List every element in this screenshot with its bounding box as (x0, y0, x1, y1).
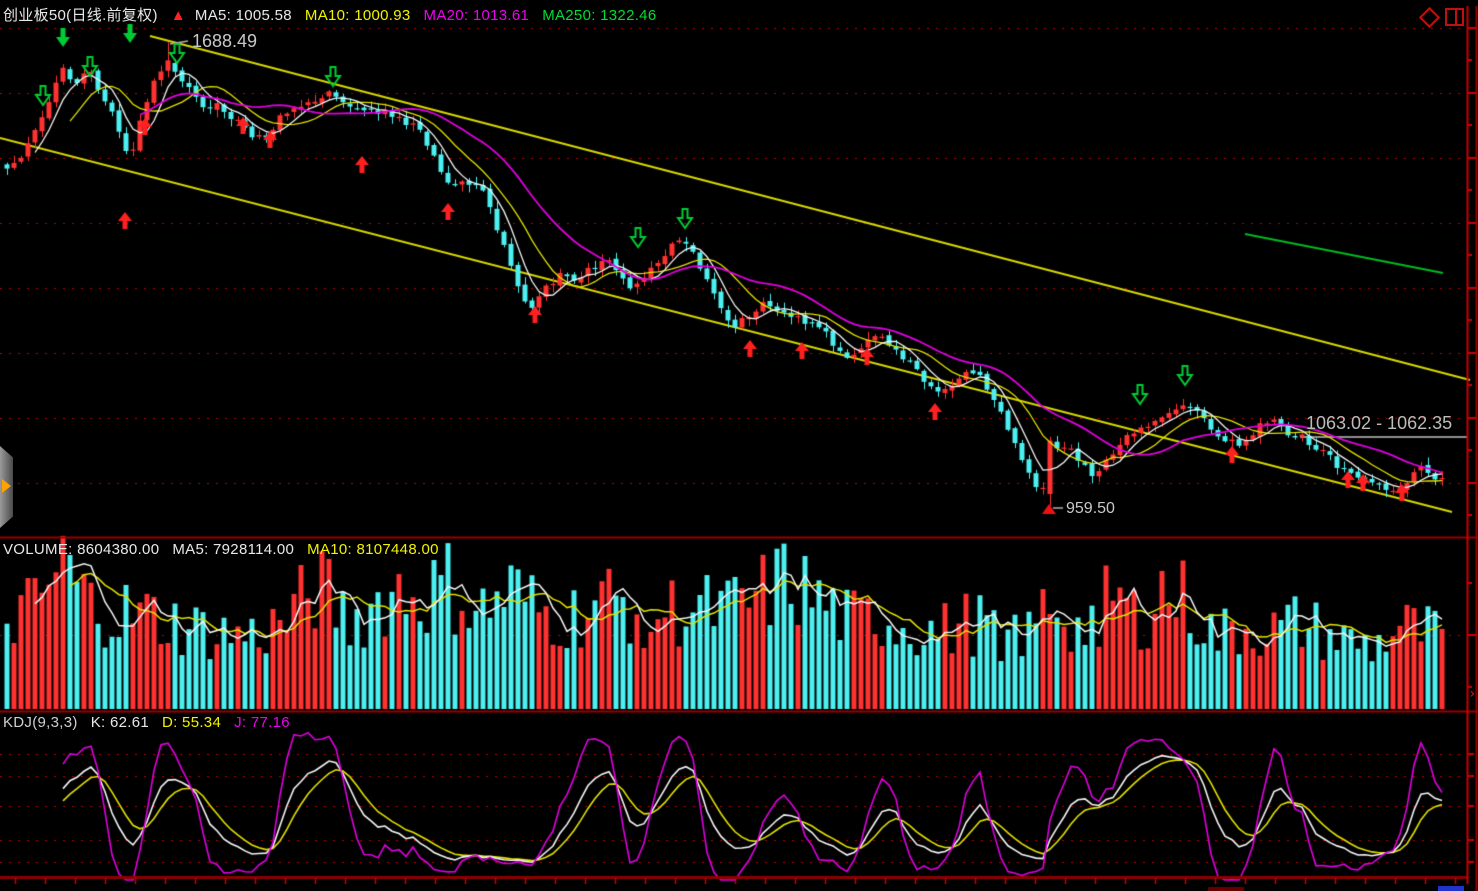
buy-signal-icon: ▲ (170, 7, 186, 24)
kdj-k-value: K: 62.61 (90, 714, 149, 731)
kdj-name: KDJ(9,3,3) (3, 714, 78, 731)
price-level-label: 1063.02 - 1062.35 (1306, 413, 1453, 433)
low-price-label: 959.50 (1066, 500, 1115, 517)
kdj-d-value: D: 55.34 (161, 714, 222, 731)
left-panel-expand-handle[interactable] (0, 446, 13, 528)
volume-ma10-value: MA10: 8107448.00 (307, 541, 439, 558)
diamond-icon[interactable] (1418, 6, 1441, 28)
expand-right-arrow-icon (2, 479, 11, 493)
main-pane-header: 创业板50(日线.前复权) ▲ MA5: 1005.58 MA10: 1000.… (3, 7, 656, 25)
ma250-value: MA250: 1322.46 (542, 7, 657, 24)
bottom-scrollbar-thumb[interactable] (1438, 886, 1464, 891)
instrument-title: 创业板50(日线.前复权) (3, 7, 158, 24)
kdj-j-value: J: 77.16 (234, 714, 290, 731)
split-window-divider (1455, 10, 1457, 24)
volume-ma5-value: MA5: 7928114.00 (172, 541, 295, 558)
high-price-label: 1688.49 (192, 31, 258, 51)
split-window-icon[interactable] (1445, 8, 1464, 26)
ma20-value: MA20: 1013.61 (423, 7, 530, 24)
ma10-value: MA10: 1000.93 (304, 7, 411, 24)
corner-toolbar (1418, 6, 1464, 28)
volume-pane-header: VOLUME: 8604380.00 MA5: 7928114.00 MA10:… (3, 541, 439, 559)
ma5-value: MA5: 1005.58 (194, 7, 292, 24)
volume-value: VOLUME: 8604380.00 (3, 541, 160, 558)
kdj-pane-header: KDJ(9,3,3) K: 62.61 D: 55.34 J: 77.16 (3, 714, 290, 732)
right-panel-expand-handle[interactable]: › (1468, 686, 1477, 702)
